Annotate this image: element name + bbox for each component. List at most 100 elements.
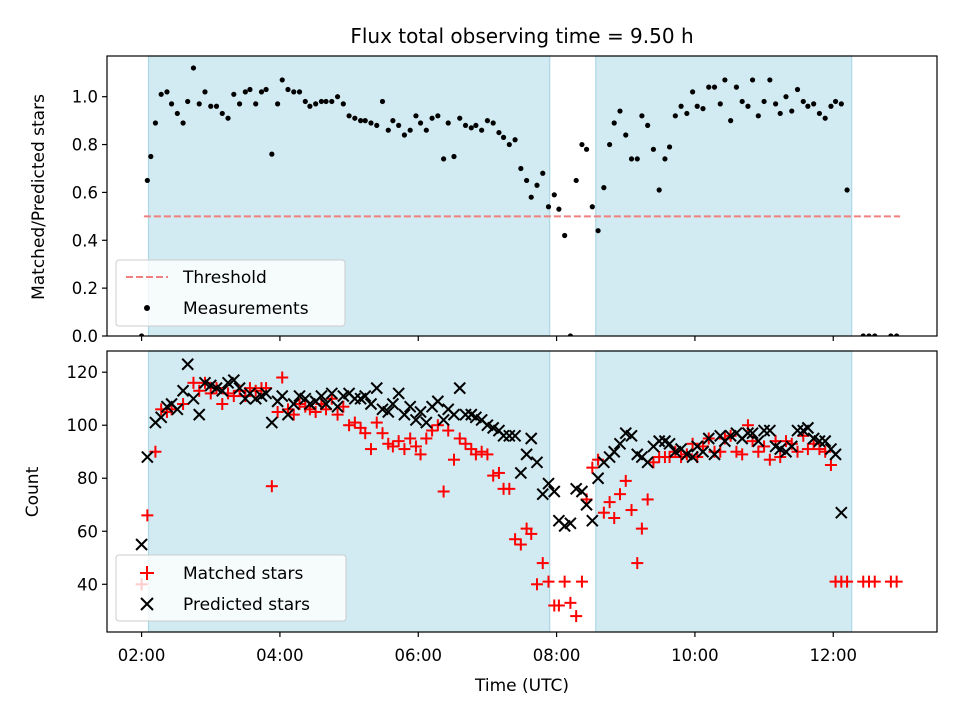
matched-star-point (216, 398, 229, 411)
predicted-star-point (503, 429, 516, 443)
predicted-star-point (176, 384, 190, 397)
legend-predicted-swatch (140, 597, 154, 611)
matched-star-point (420, 432, 433, 445)
matched-star-point (459, 437, 472, 450)
matched-star-point (386, 440, 399, 453)
matched-star-point (487, 469, 500, 482)
matched-star-point (503, 482, 516, 495)
predicted-star-point (580, 498, 593, 511)
predicted-star-point (591, 472, 605, 485)
matched-star-point (631, 557, 644, 570)
predicted-star-point (813, 434, 826, 448)
predicted-star-point (403, 400, 417, 413)
matched-star-point (558, 575, 571, 588)
measurement-point (352, 115, 358, 121)
x-tick-label: 12:00 (809, 646, 857, 665)
predicted-star-point (233, 381, 246, 395)
matched-star-point (514, 538, 527, 551)
matched-star-point (509, 533, 522, 546)
measurement-point (462, 122, 469, 129)
measurement-point (601, 185, 607, 191)
predicted-star-point (829, 448, 842, 461)
matched-star-point (426, 424, 439, 437)
predicted-star-point (818, 434, 832, 448)
measurement-point (362, 118, 368, 124)
matched-star-point (758, 440, 771, 453)
measurement-point (253, 101, 259, 107)
measurement-point (500, 134, 507, 140)
measurement-point (672, 113, 678, 119)
measurement-point (639, 113, 645, 119)
measurement-point (694, 103, 700, 109)
measurement-point (231, 91, 237, 97)
matched-star-point (227, 390, 240, 403)
matched-star-point (530, 578, 543, 591)
predicted-star-point (382, 405, 395, 419)
predicted-star-point (392, 387, 405, 400)
measurement-point (872, 333, 878, 336)
measurement-point (291, 89, 297, 95)
predicted-star-point (497, 429, 510, 443)
predicted-star-point (431, 395, 445, 408)
y-tick-label: 80 (77, 469, 98, 488)
measurement-point (540, 170, 546, 176)
matched-star-point (890, 575, 903, 588)
matched-star-point (570, 610, 583, 623)
matched-star-point (287, 408, 300, 421)
measurement-point (484, 118, 491, 124)
legend-threshold-label: Threshold (182, 268, 267, 288)
measurement-point (573, 177, 579, 184)
predicted-star-point (193, 408, 206, 421)
predicted-star-point (227, 373, 241, 387)
matched-star-point (542, 575, 555, 588)
measurement-point (634, 156, 640, 162)
matched-star-point (824, 458, 837, 471)
measurement-point (396, 122, 402, 129)
measurement-point (645, 122, 651, 129)
measurement-point (138, 333, 145, 336)
matched-star-point (525, 527, 538, 540)
matched-star-point (409, 440, 422, 453)
matched-star-point (337, 400, 350, 413)
bottom-xlabel: Time (UTC) (474, 676, 569, 696)
predicted-star-point (613, 437, 627, 450)
measurement-point (623, 132, 629, 138)
measurement-point (208, 103, 214, 109)
legend-matched-label: Matched stars (183, 564, 303, 584)
measurement-point (611, 120, 617, 126)
measurement-point (749, 77, 756, 83)
measurement-point (185, 98, 191, 105)
measurement-point (225, 115, 231, 121)
matched-star-point (791, 445, 804, 458)
measurement-point (279, 77, 285, 83)
measurement-point (711, 84, 718, 90)
predicted-star-point (331, 400, 344, 413)
predicted-star-point (386, 397, 400, 411)
measurement-point (733, 84, 740, 90)
matched-star-point (736, 448, 749, 461)
legend-matched-swatch (140, 566, 154, 580)
matched-star-point (187, 376, 200, 389)
bottom-legend: Matched stars Predicted stars (115, 554, 347, 622)
y-tick-label: 100 (67, 416, 99, 435)
predicted-star-point (608, 445, 621, 458)
matched-star-point (348, 416, 361, 429)
measurement-point (617, 108, 623, 114)
predicted-star-point (287, 397, 300, 411)
measurement-point (340, 101, 346, 107)
measurement-point (562, 232, 568, 239)
y-tick-label: 120 (67, 363, 99, 382)
matched-star-point (619, 474, 632, 487)
observing-window-band (595, 350, 853, 633)
measurement-point (445, 120, 451, 126)
matched-star-point (763, 453, 776, 466)
predicted-star-point (542, 477, 555, 490)
predicted-star-point (708, 448, 721, 461)
y-tick-label: 0.2 (72, 279, 98, 298)
matched-star-point (398, 443, 411, 456)
predicted-star-point (364, 397, 378, 411)
measurement-point (512, 137, 518, 143)
measurement-point (174, 110, 180, 117)
predicted-star-point (325, 387, 338, 400)
measurement-point (275, 101, 281, 107)
